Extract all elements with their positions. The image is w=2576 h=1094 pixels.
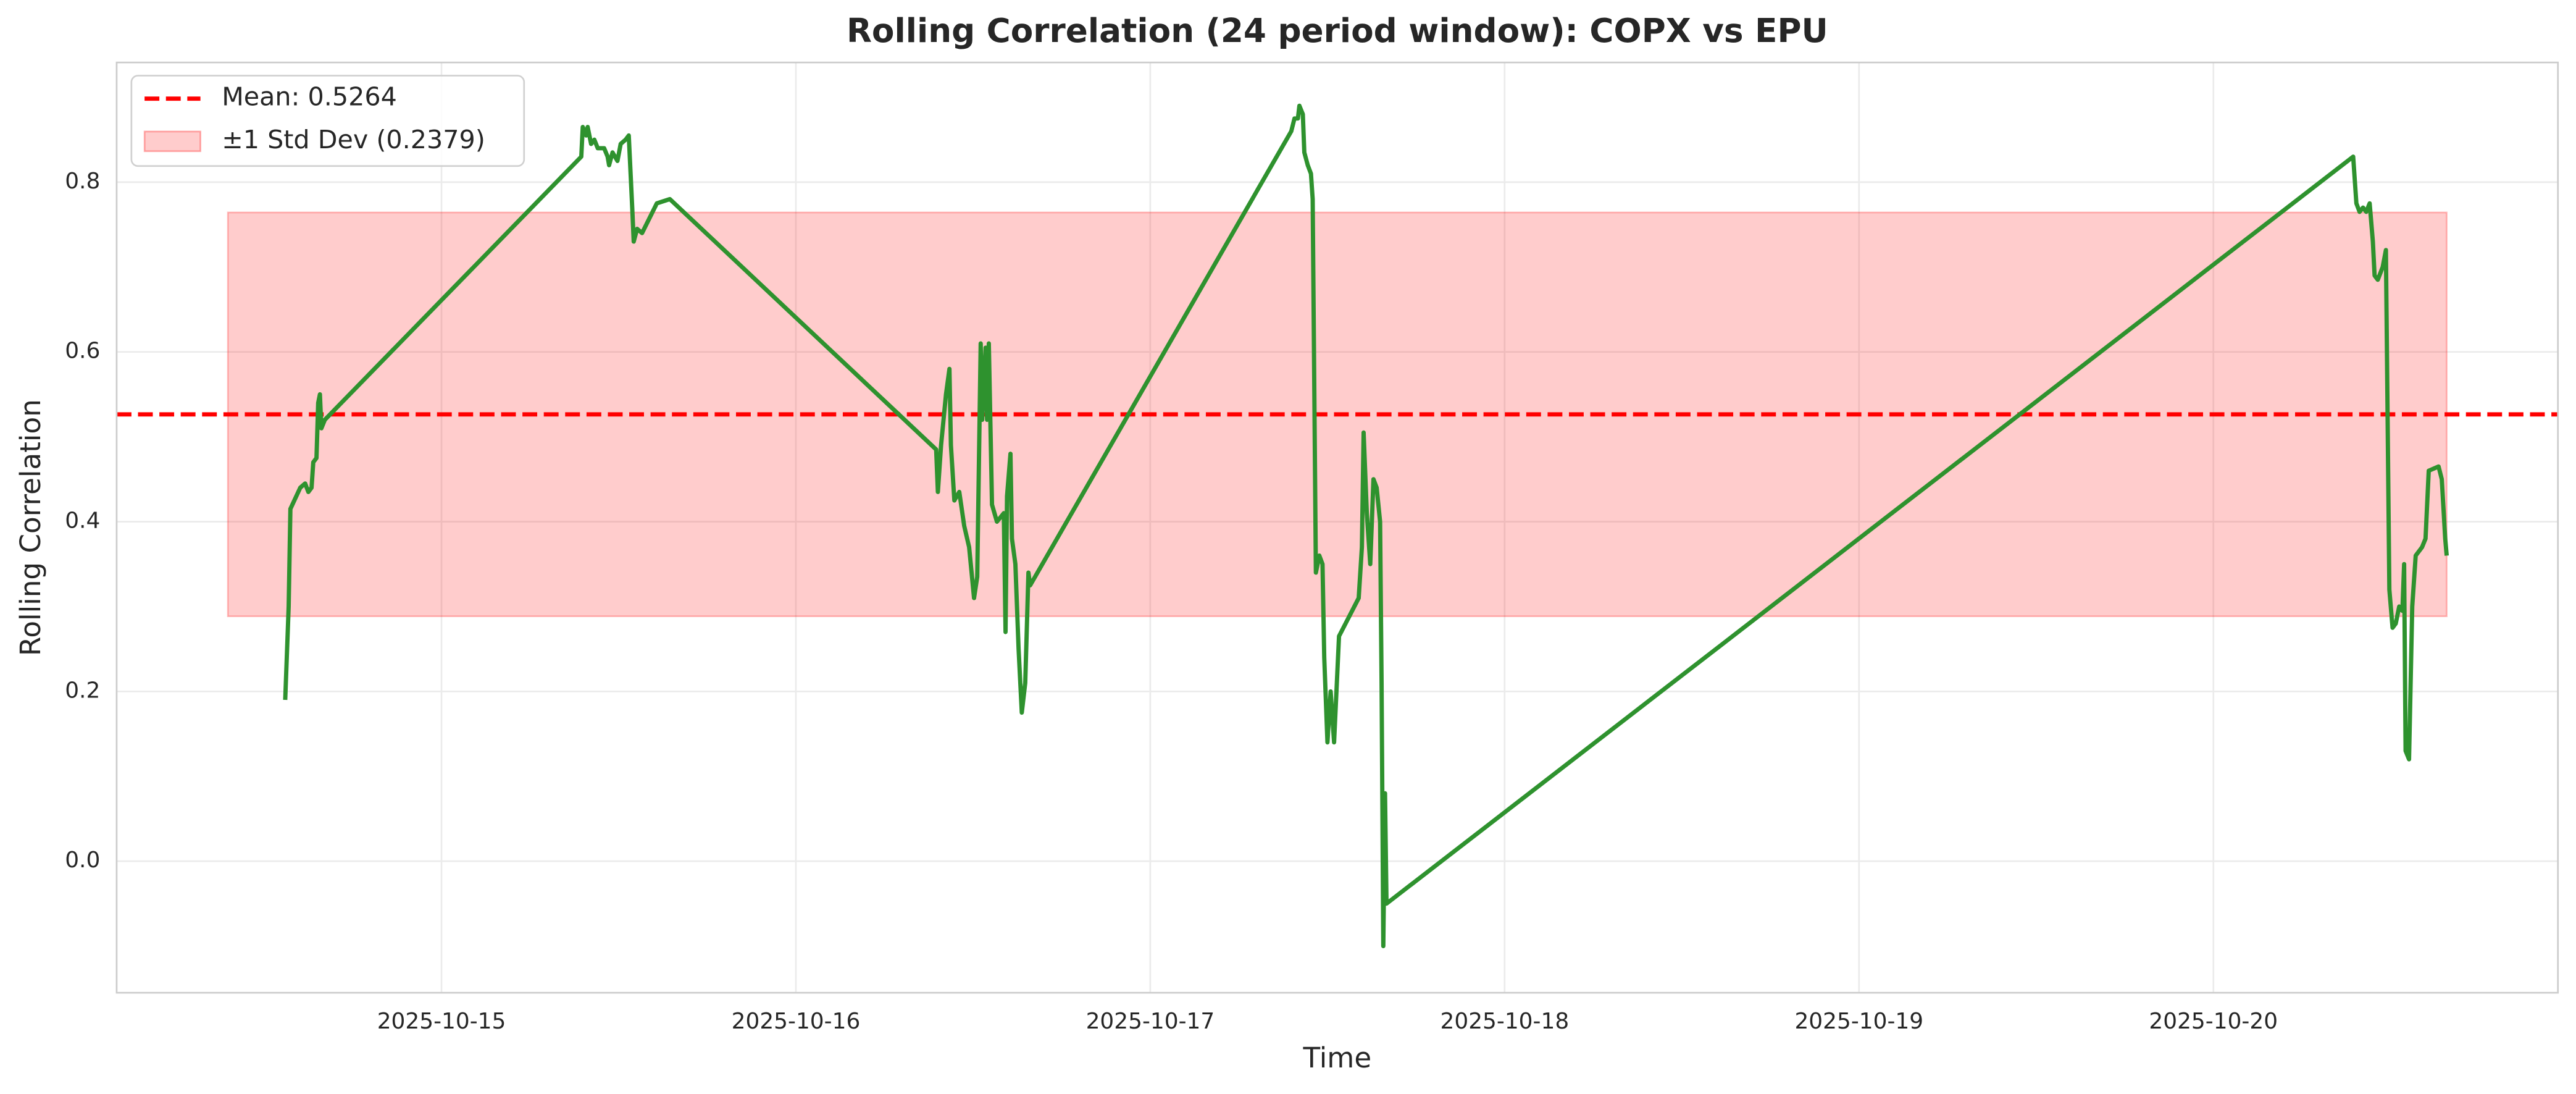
correlation-line xyxy=(283,103,2449,948)
x-tick-label: 2025-10-16 xyxy=(732,1009,861,1034)
y-tick-label: 0.8 xyxy=(65,169,100,194)
plot-marks xyxy=(116,103,2558,948)
x-axis-label: Time xyxy=(1302,1041,1371,1074)
legend: Mean: 0.5264 ±1 Std Dev (0.2379) xyxy=(130,75,525,167)
y-tick-label: 0.6 xyxy=(65,339,100,364)
y-tick-label: 0.0 xyxy=(65,848,100,873)
x-tick-label: 2025-10-17 xyxy=(1086,1009,1215,1034)
legend-label: Mean: 0.5264 xyxy=(222,82,397,112)
y-tick-label: 0.2 xyxy=(65,678,100,703)
y-tick-label: 0.4 xyxy=(65,508,100,533)
ticks: 0.0 0.2 0.4 0.6 0.8 2025-10-15 2025-10-16 2025-… xyxy=(65,169,2278,1034)
y-axis-label: Rolling Correlation xyxy=(14,399,47,656)
x-tick-label: 2025-10-18 xyxy=(1441,1009,1570,1034)
plot-frame xyxy=(115,61,2559,994)
legend-box xyxy=(130,75,525,167)
legend-label: ±1 Std Dev (0.2379) xyxy=(222,125,485,154)
x-tick-label: 2025-10-15 xyxy=(377,1009,506,1034)
x-tick-label: 2025-10-19 xyxy=(1794,1009,1923,1034)
chart-title: Rolling Correlation (24 period window): … xyxy=(847,12,1828,50)
legend-swatch-band xyxy=(143,130,201,153)
x-tick-label: 2025-10-20 xyxy=(2149,1009,2278,1034)
